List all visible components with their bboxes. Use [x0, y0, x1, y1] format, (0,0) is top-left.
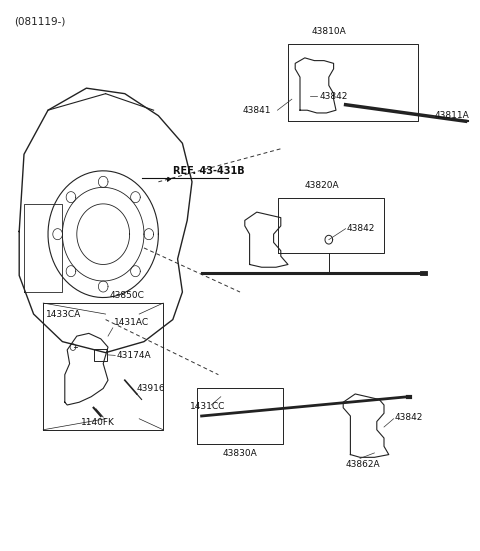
Text: 43850C: 43850C: [110, 291, 144, 300]
Text: 43841: 43841: [243, 106, 271, 115]
Text: (081119-): (081119-): [14, 17, 66, 26]
Text: 43916: 43916: [137, 384, 166, 393]
Text: 43820A: 43820A: [304, 181, 339, 190]
Text: 43811A: 43811A: [434, 111, 469, 120]
Text: 1140FK: 1140FK: [81, 418, 115, 427]
Text: REF. 43-431B: REF. 43-431B: [173, 165, 244, 176]
Text: 43174A: 43174A: [116, 351, 151, 360]
Text: 43842: 43842: [319, 92, 348, 101]
Text: 43842: 43842: [395, 413, 423, 422]
Text: 43810A: 43810A: [312, 27, 346, 36]
Text: 43830A: 43830A: [223, 449, 257, 458]
Text: 1431AC: 1431AC: [114, 318, 149, 327]
Text: 1431CC: 1431CC: [190, 402, 225, 411]
Text: 43842: 43842: [347, 224, 375, 233]
Text: 43862A: 43862A: [346, 460, 380, 469]
Text: 1433CA: 1433CA: [46, 310, 81, 318]
